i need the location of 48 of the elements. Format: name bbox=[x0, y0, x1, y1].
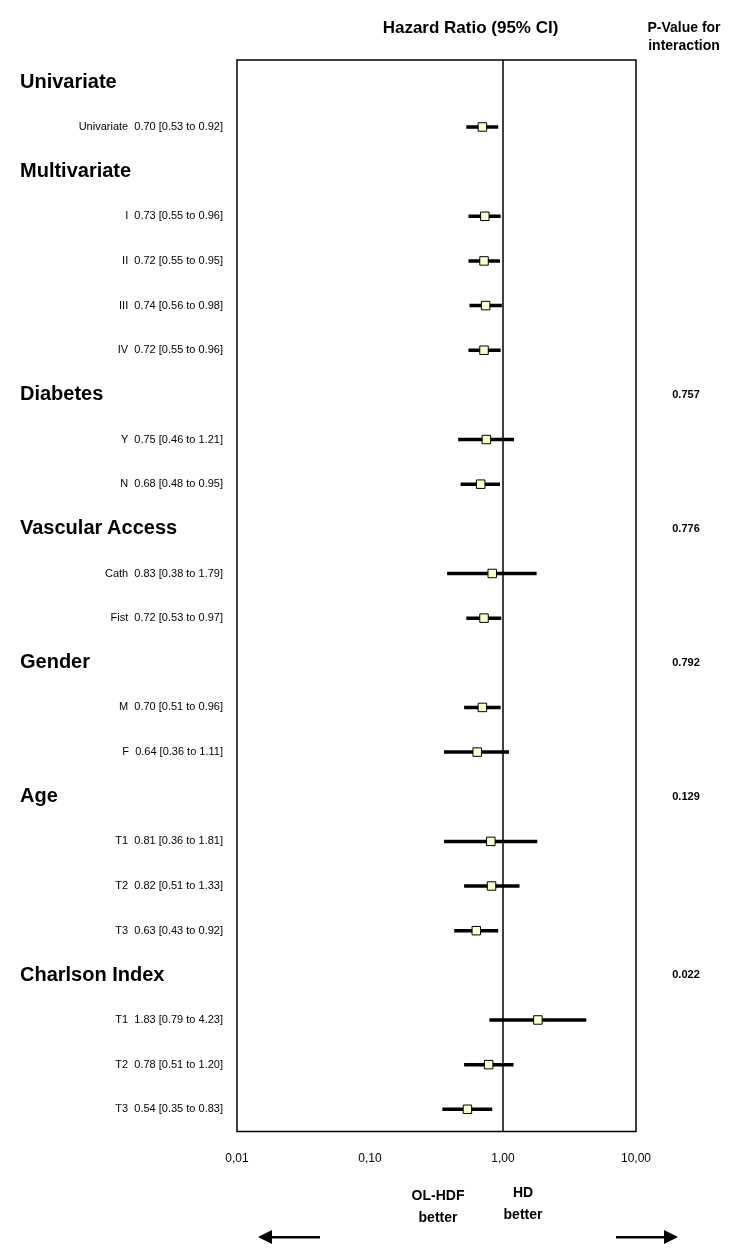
y-tick-label: T3 0.63 [0.43 to 0.92] bbox=[115, 923, 223, 936]
chart-title: Hazard Ratio (95% CI) bbox=[382, 17, 559, 37]
text: 0.792 bbox=[672, 655, 700, 668]
point bbox=[533, 1015, 543, 1025]
y-tick-label: T1 0.81 [0.36 to 1.81] bbox=[115, 834, 223, 847]
y-tick-label: III 0.74 [0.56 to 0.98] bbox=[119, 298, 223, 311]
y-tick-label: N 0.68 [0.48 to 0.95] bbox=[120, 477, 223, 490]
point bbox=[477, 122, 488, 132]
point bbox=[483, 1059, 494, 1070]
point bbox=[477, 702, 488, 713]
point bbox=[480, 300, 491, 311]
point bbox=[475, 479, 486, 489]
text: OL-HDF better bbox=[411, 1187, 465, 1226]
y-tick-label: Cath 0.83 [0.38 to 1.79] bbox=[104, 566, 223, 579]
text: P-Value for interaction bbox=[647, 18, 722, 53]
y-tick-label: T2 0.82 [0.51 to 1.33] bbox=[115, 879, 223, 892]
text: Charlson Index bbox=[20, 962, 165, 985]
y-tick-label: I 0.73 [0.55 to 0.96] bbox=[125, 209, 223, 222]
text: Age bbox=[20, 784, 58, 807]
point bbox=[479, 345, 489, 355]
y-tick-label: M 0.70 [0.51 to 0.96] bbox=[119, 700, 223, 713]
y-tick-label: T2 0.78 [0.51 to 1.20] bbox=[115, 1057, 223, 1070]
y-tick-label: II 0.72 [0.55 to 0.95] bbox=[122, 253, 223, 266]
text: 0.776 bbox=[672, 521, 700, 534]
text: Univariate bbox=[20, 69, 117, 92]
x-tick-label: 0,10 bbox=[358, 1151, 382, 1166]
text: 0.022 bbox=[672, 968, 700, 981]
text: 0.129 bbox=[672, 789, 700, 802]
y-tick-label: Y 0.75 [0.46 to 1.21] bbox=[121, 432, 223, 445]
point bbox=[481, 434, 492, 445]
point bbox=[480, 211, 490, 222]
text: Multivariate bbox=[20, 159, 132, 182]
text: 0.757 bbox=[672, 387, 700, 400]
y-tick-label: T3 0.54 [0.35 to 0.83] bbox=[115, 1102, 223, 1115]
x-tick-label: 0,01 bbox=[225, 1151, 249, 1166]
point bbox=[479, 613, 489, 623]
x-tick-label: 1,00 bbox=[491, 1151, 515, 1166]
y-tick-label: Univariate 0.70 [0.53 to 0.92] bbox=[78, 120, 223, 133]
text: HD better bbox=[503, 1184, 543, 1223]
y-tick-label: Fist 0.72 [0.53 to 0.97] bbox=[110, 611, 223, 624]
text: Gender bbox=[20, 650, 91, 673]
point bbox=[479, 256, 489, 266]
y-tick-label: T1 1.83 [0.79 to 4.23] bbox=[115, 1013, 223, 1026]
text: Vascular Access bbox=[20, 516, 178, 539]
x-tick-label: 10,00 bbox=[620, 1151, 652, 1166]
y-tick-label: IV 0.72 [0.55 to 0.96] bbox=[117, 343, 223, 356]
y-tick-label: F 0.64 [0.36 to 1.11] bbox=[122, 745, 223, 758]
text: Diabetes bbox=[20, 382, 104, 405]
